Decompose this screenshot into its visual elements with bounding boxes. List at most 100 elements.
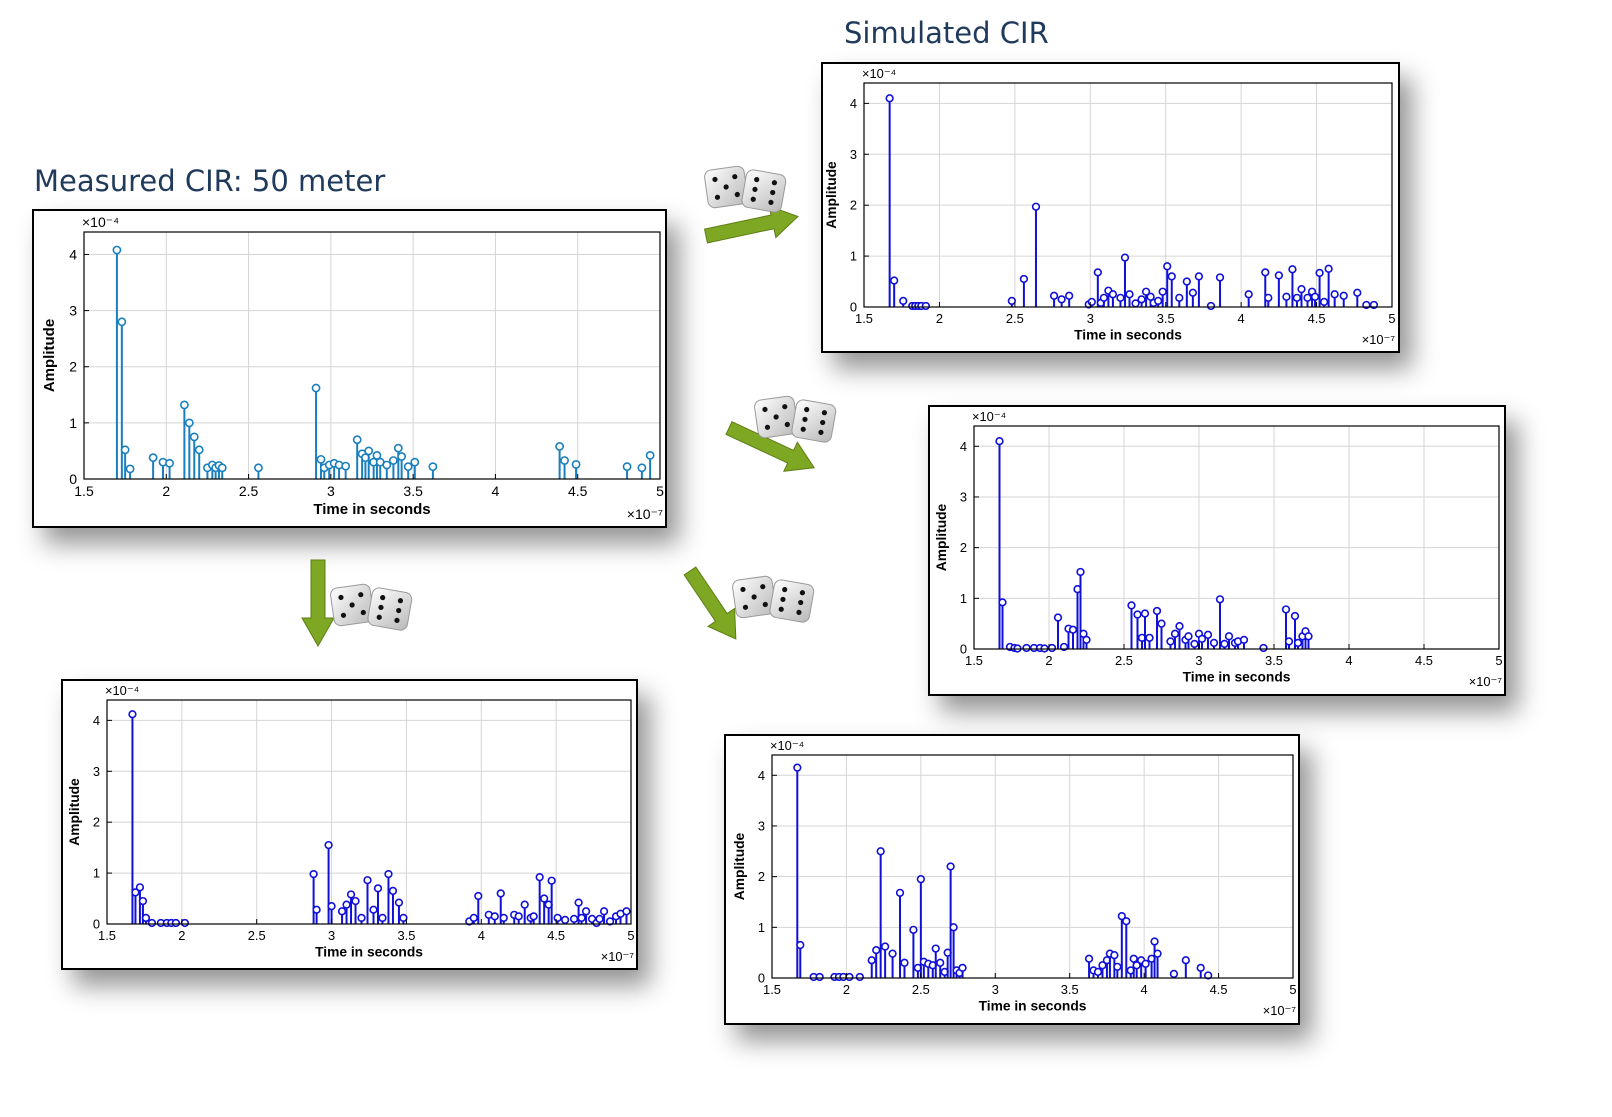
y-tick-label: 0 (850, 300, 857, 315)
x-tick-label: 1.5 (763, 982, 781, 997)
x-tick-label: 3 (1087, 311, 1094, 326)
stem-marker (793, 763, 802, 772)
stem-marker (529, 912, 538, 921)
chart-svg: 1.5 2 2.5 3 3.5 4 4.5 5 0 1 2 3 4 ×10⁻⁴ ×10⁻⁷ Time in s… (41, 214, 664, 522)
stem-marker (342, 900, 351, 909)
chart-svg: 1.5 2 2.5 3 3.5 4 4.5 5 0 1 2 3 4 ×10⁻⁴ ×10⁻⁷ Time in s… (732, 738, 1297, 1018)
x-tick-label: 1.5 (98, 928, 116, 943)
stem-marker (958, 963, 967, 973)
stem-marker (931, 944, 940, 953)
stem-marker (1184, 632, 1193, 641)
stem-marker (1182, 277, 1191, 286)
stem-marker (1150, 937, 1159, 946)
stem-marker (382, 460, 392, 470)
stem-marker (1310, 292, 1320, 301)
x-tick-label: 4 (478, 928, 485, 943)
stem-marker (120, 445, 130, 455)
stem-marker (995, 437, 1004, 446)
x-tick-label: 2 (162, 483, 170, 499)
x-tick-label: 3.5 (1265, 653, 1283, 668)
x-exponent-label: ×10⁻⁷ (1362, 332, 1396, 347)
stem-marker (138, 896, 148, 906)
stem-marker (474, 891, 483, 901)
stem-marker (569, 914, 579, 924)
x-tick-label: 3.5 (397, 928, 415, 943)
stem-marker (622, 462, 632, 472)
stem-marker (949, 923, 958, 932)
stem-marker (393, 443, 403, 453)
axes-box (106, 699, 632, 925)
stem-marker (397, 452, 407, 461)
stem-marker (1057, 295, 1066, 304)
stem-marker (637, 463, 647, 473)
y-tick-label: 1 (960, 591, 967, 606)
dice-icon (753, 394, 838, 444)
y-tick-label: 4 (758, 768, 765, 783)
stem-marker (1181, 956, 1190, 965)
stem-marker (1127, 601, 1136, 610)
stem-marker (1093, 967, 1103, 977)
stem-marker (1087, 297, 1096, 307)
x-tick-label: 2 (936, 311, 943, 326)
stem-marker (1110, 951, 1119, 960)
stem-marker (796, 940, 805, 950)
stem-marker (1303, 293, 1312, 302)
x-tick-label: 5 (1388, 311, 1395, 326)
stem-marker (1145, 633, 1154, 642)
stem-marker (1215, 595, 1225, 604)
stem-marker (1188, 288, 1198, 297)
stem-marker (936, 958, 945, 967)
stem-marker (520, 900, 529, 909)
stem-marker (363, 876, 372, 885)
stem-marker (194, 445, 204, 455)
stem-marker (1122, 917, 1131, 926)
stem-marker (535, 873, 544, 882)
stem-marker (372, 451, 382, 460)
x-tick-label: 2.5 (912, 982, 930, 997)
stem-marker (1204, 971, 1213, 980)
stem-marker (1196, 963, 1205, 973)
stem-marker (312, 905, 321, 914)
stem-marker (900, 958, 909, 967)
stem-marker (1190, 639, 1199, 649)
x-tick-label: 3 (328, 928, 335, 943)
stem-marker (1141, 959, 1150, 968)
stem-marker (179, 400, 189, 410)
y-tick-label: 1 (93, 866, 100, 881)
stem-marker (1292, 293, 1302, 302)
y-tick-label: 4 (93, 713, 100, 728)
stem-marker (428, 462, 438, 472)
y-tick-label: 2 (69, 359, 77, 375)
y-tick-label: 4 (850, 96, 857, 111)
y-axis-label: Amplitude (732, 832, 747, 900)
stem-marker (378, 913, 387, 923)
stem-marker (1288, 265, 1297, 274)
stem-marker (1132, 961, 1141, 970)
stem-marker (373, 884, 383, 893)
axes-box (973, 425, 1500, 650)
stem-marker (1197, 634, 1207, 644)
x-tick-label: 4 (1238, 311, 1245, 326)
stem-marker (1324, 264, 1333, 273)
stem-marker (1290, 611, 1300, 621)
stem-marker (499, 913, 508, 923)
stem-marker (351, 896, 360, 906)
stem-marker (1315, 268, 1324, 278)
stem-marker (845, 972, 854, 982)
x-tick-label: 5 (1289, 982, 1296, 997)
x-axis-label: Time in seconds (1074, 327, 1182, 342)
stem-marker (1120, 253, 1130, 262)
chart-svg: 1.5 2 2.5 3 3.5 4 4.5 5 0 1 2 3 4 ×10⁻⁴ ×10⁻⁷ Time in s… (824, 66, 1396, 347)
stem-marker (1170, 629, 1180, 638)
stem-marker (1220, 639, 1229, 649)
y-tick-label: 3 (850, 147, 857, 162)
stem-marker (867, 956, 876, 965)
stem-marker (352, 435, 362, 445)
x-tick-label: 3.5 (1061, 982, 1079, 997)
stem-marker (998, 598, 1007, 607)
chart-svg: 1.5 2 2.5 3 3.5 4 4.5 5 0 1 2 3 4 ×10⁻⁴ ×10⁻⁷ Time in s… (67, 683, 635, 964)
stem-marker (410, 457, 420, 467)
stem-marker (560, 456, 569, 465)
stem-marker (1264, 293, 1273, 302)
simulated-cir-chart-3: 1.5 2 2.5 3 3.5 4 4.5 5 0 1 2 3 4 ×10⁻⁴ ×10⁻⁷ Time in s… (61, 679, 638, 970)
